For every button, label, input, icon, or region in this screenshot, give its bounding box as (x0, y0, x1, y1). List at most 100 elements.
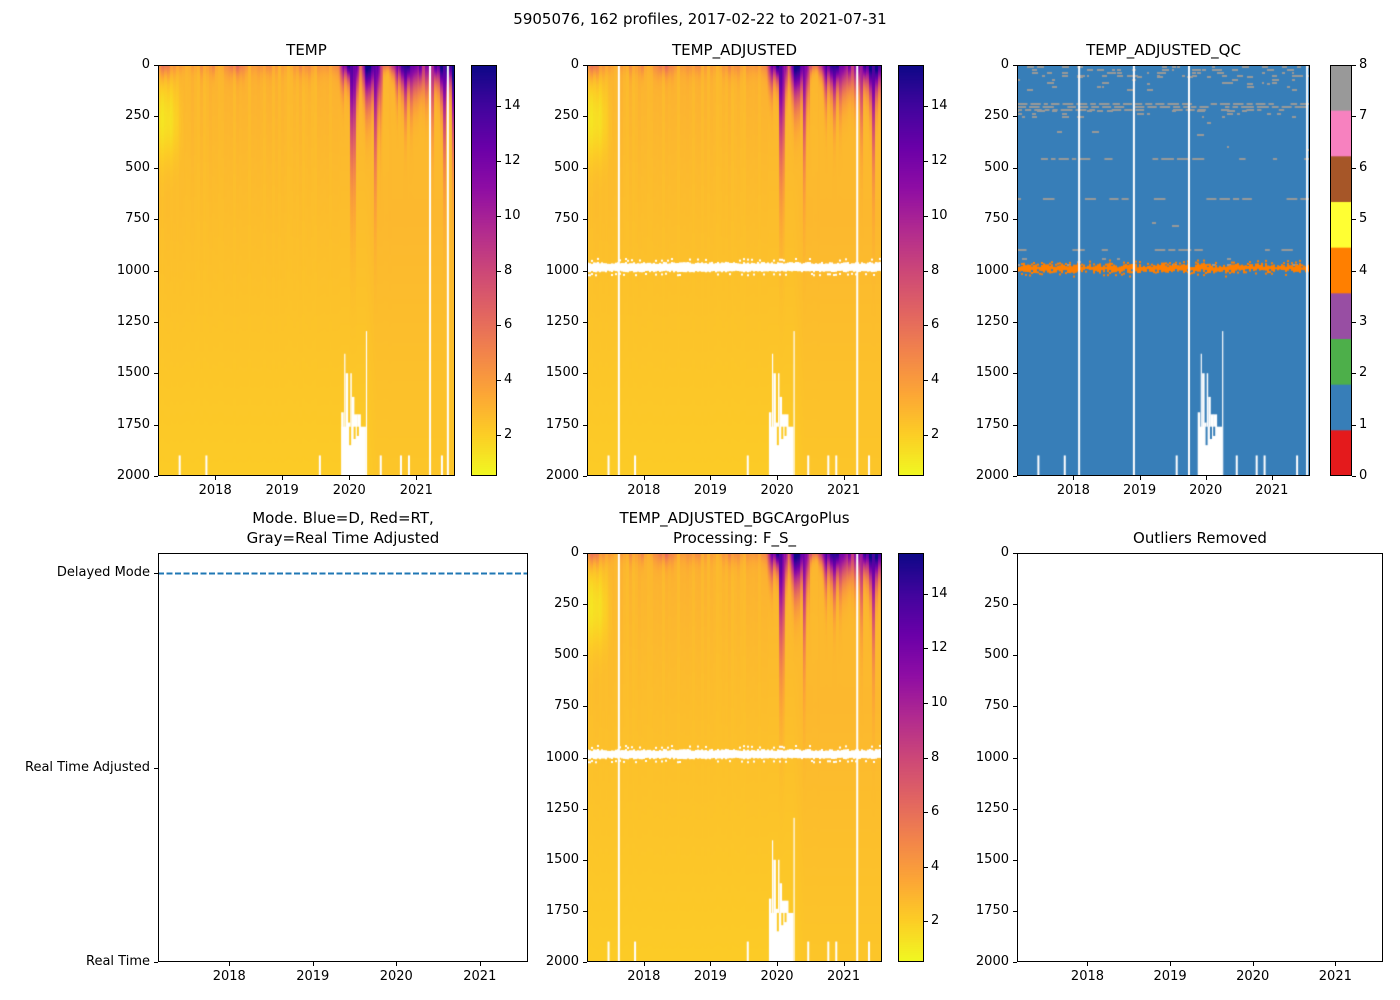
y-tick-mark (583, 476, 587, 477)
x-tick-label-2021: 2021 (1255, 483, 1289, 498)
colorbar-tick-mark (924, 866, 928, 868)
bgc-panel: TEMP_ADJUSTED_BGCArgoPlus Processing: F_… (587, 509, 882, 962)
colorbar-tick-label-8: 8 (931, 262, 940, 278)
y-tick-label-750: 750 (554, 211, 579, 227)
mode-panel: Mode. Blue=D, Red=RT, Gray=Real Time Adj… (158, 509, 528, 962)
y-tick-mark (1013, 321, 1017, 323)
colorbar-tick-mark (1352, 270, 1356, 272)
y-tick-mark (583, 808, 587, 810)
y-tick-mark (583, 65, 587, 66)
figure-title: 5905076, 162 profiles, 2017-02-22 to 202… (513, 10, 887, 28)
bgc-colorbar-canvas (898, 553, 924, 962)
x-tick-mark (312, 962, 314, 966)
temp-adjusted-panel-title: TEMP_ADJUSTED (671, 40, 798, 59)
y-tick-mark (1013, 757, 1017, 759)
colorbar-tick-label-6: 6 (504, 317, 513, 333)
y-tick-label-1500: 1500 (975, 365, 1009, 381)
y-tick-label-500: 500 (125, 159, 150, 175)
x-tick-label-2019: 2019 (1123, 483, 1157, 498)
x-tick-label-2018: 2018 (212, 969, 246, 984)
y-tick-label-750: 750 (984, 211, 1009, 227)
y-tick-label-250: 250 (984, 596, 1009, 612)
colorbar-tick-label-2: 2 (504, 426, 513, 442)
colorbar-tick-mark (1352, 167, 1356, 169)
x-tick-label-2018: 2018 (627, 969, 661, 984)
x-tick-mark (479, 962, 481, 966)
qc-panel-title: TEMP_ADJUSTED_QC (1086, 40, 1241, 59)
y-tick-label-2000: 2000 (975, 954, 1009, 969)
colorbar-tick-mark (1352, 373, 1356, 375)
y-tick-mark (583, 424, 587, 426)
qc-panel: TEMP_ADJUSTED_QC (1017, 41, 1310, 476)
y-tick-label-0: 0 (141, 57, 150, 72)
bgc-heatmap-canvas (587, 553, 882, 962)
temp-adjusted-heatmap-canvas (587, 65, 882, 476)
outliers-panel: Outliers Removed (1017, 529, 1383, 962)
colorbar-tick-label-1: 1 (1359, 416, 1368, 432)
temp-adjusted-panel: TEMP_ADJUSTED (587, 41, 882, 476)
mode-panel-title: Mode. Blue=D, Red=RT, Gray=Real Time Adj… (246, 509, 440, 547)
y-tick-mark (583, 219, 587, 221)
x-tick-mark (643, 476, 645, 480)
x-tick-mark (396, 962, 398, 966)
y-tick-label-1500: 1500 (116, 365, 150, 381)
colorbar-tick-mark (497, 160, 501, 162)
y-tick-label-750: 750 (125, 211, 150, 227)
colorbar-tick-label-2: 2 (931, 913, 940, 929)
x-tick-label-2019: 2019 (265, 483, 299, 498)
bgc-colorbar (898, 553, 924, 962)
y-tick-mark (583, 910, 587, 912)
colorbar-tick-label-0: 0 (1359, 468, 1368, 483)
x-tick-label-2020: 2020 (1236, 969, 1270, 984)
y-tick-label-1250: 1250 (116, 313, 150, 329)
x-tick-label-2018: 2018 (1070, 969, 1105, 984)
colorbar-tick-mark (1352, 321, 1356, 323)
colorbar-tick-mark (1352, 116, 1356, 118)
x-tick-mark (416, 476, 418, 480)
y-tick-mark (583, 553, 587, 554)
x-tick-mark (1252, 962, 1254, 966)
y-tick-mark (154, 65, 158, 66)
y-tick-label-1250: 1250 (975, 313, 1009, 329)
y-tick-mark (583, 706, 587, 708)
colorbar-tick-label-14: 14 (931, 98, 948, 114)
y-tick-label-0: 0 (1000, 545, 1009, 560)
y-tick-label-0: 0 (1000, 57, 1009, 72)
y-tick-label-1500: 1500 (545, 365, 579, 381)
colorbar-tick-label-12: 12 (931, 640, 948, 656)
colorbar-tick-label-14: 14 (931, 585, 948, 601)
mode-y-tick-label: Real Time (86, 954, 150, 969)
x-tick-label-2020: 2020 (760, 969, 794, 984)
colorbar-tick-mark (924, 380, 928, 382)
colorbar-tick-label-2: 2 (1359, 365, 1368, 381)
y-tick-label-0: 0 (570, 545, 579, 560)
temp-colorbar (471, 65, 497, 476)
colorbar-tick-mark (497, 380, 501, 382)
y-tick-mark (583, 321, 587, 323)
x-tick-mark (1205, 476, 1207, 480)
x-tick-label-2019: 2019 (693, 483, 727, 498)
outliers-panel-title: Outliers Removed (1133, 528, 1267, 547)
qc-colorbar-canvas (1330, 65, 1352, 476)
y-tick-mark (1013, 655, 1017, 657)
y-tick-label-1250: 1250 (545, 800, 579, 816)
y-tick-label-1750: 1750 (975, 416, 1009, 432)
temp-panel-title: TEMP (286, 40, 327, 59)
x-tick-label-2018: 2018 (627, 483, 661, 498)
x-tick-label-2019: 2019 (296, 969, 330, 984)
y-tick-mark (154, 476, 158, 477)
x-tick-mark (843, 962, 845, 966)
colorbar-tick-mark (924, 215, 928, 217)
y-tick-mark (583, 757, 587, 759)
colorbar-tick-label-8: 8 (1359, 57, 1368, 72)
temp-adjusted-colorbar (898, 65, 924, 476)
x-tick-mark (229, 962, 231, 966)
y-tick-mark (1013, 706, 1017, 708)
colorbar-tick-mark (497, 434, 501, 436)
y-tick-label-1750: 1750 (545, 902, 579, 918)
y-tick-mark (1013, 270, 1017, 272)
x-tick-mark (1139, 476, 1141, 480)
y-tick-label-2000: 2000 (545, 468, 579, 483)
mode-y-tick-label: Real Time Adjusted (25, 760, 150, 776)
